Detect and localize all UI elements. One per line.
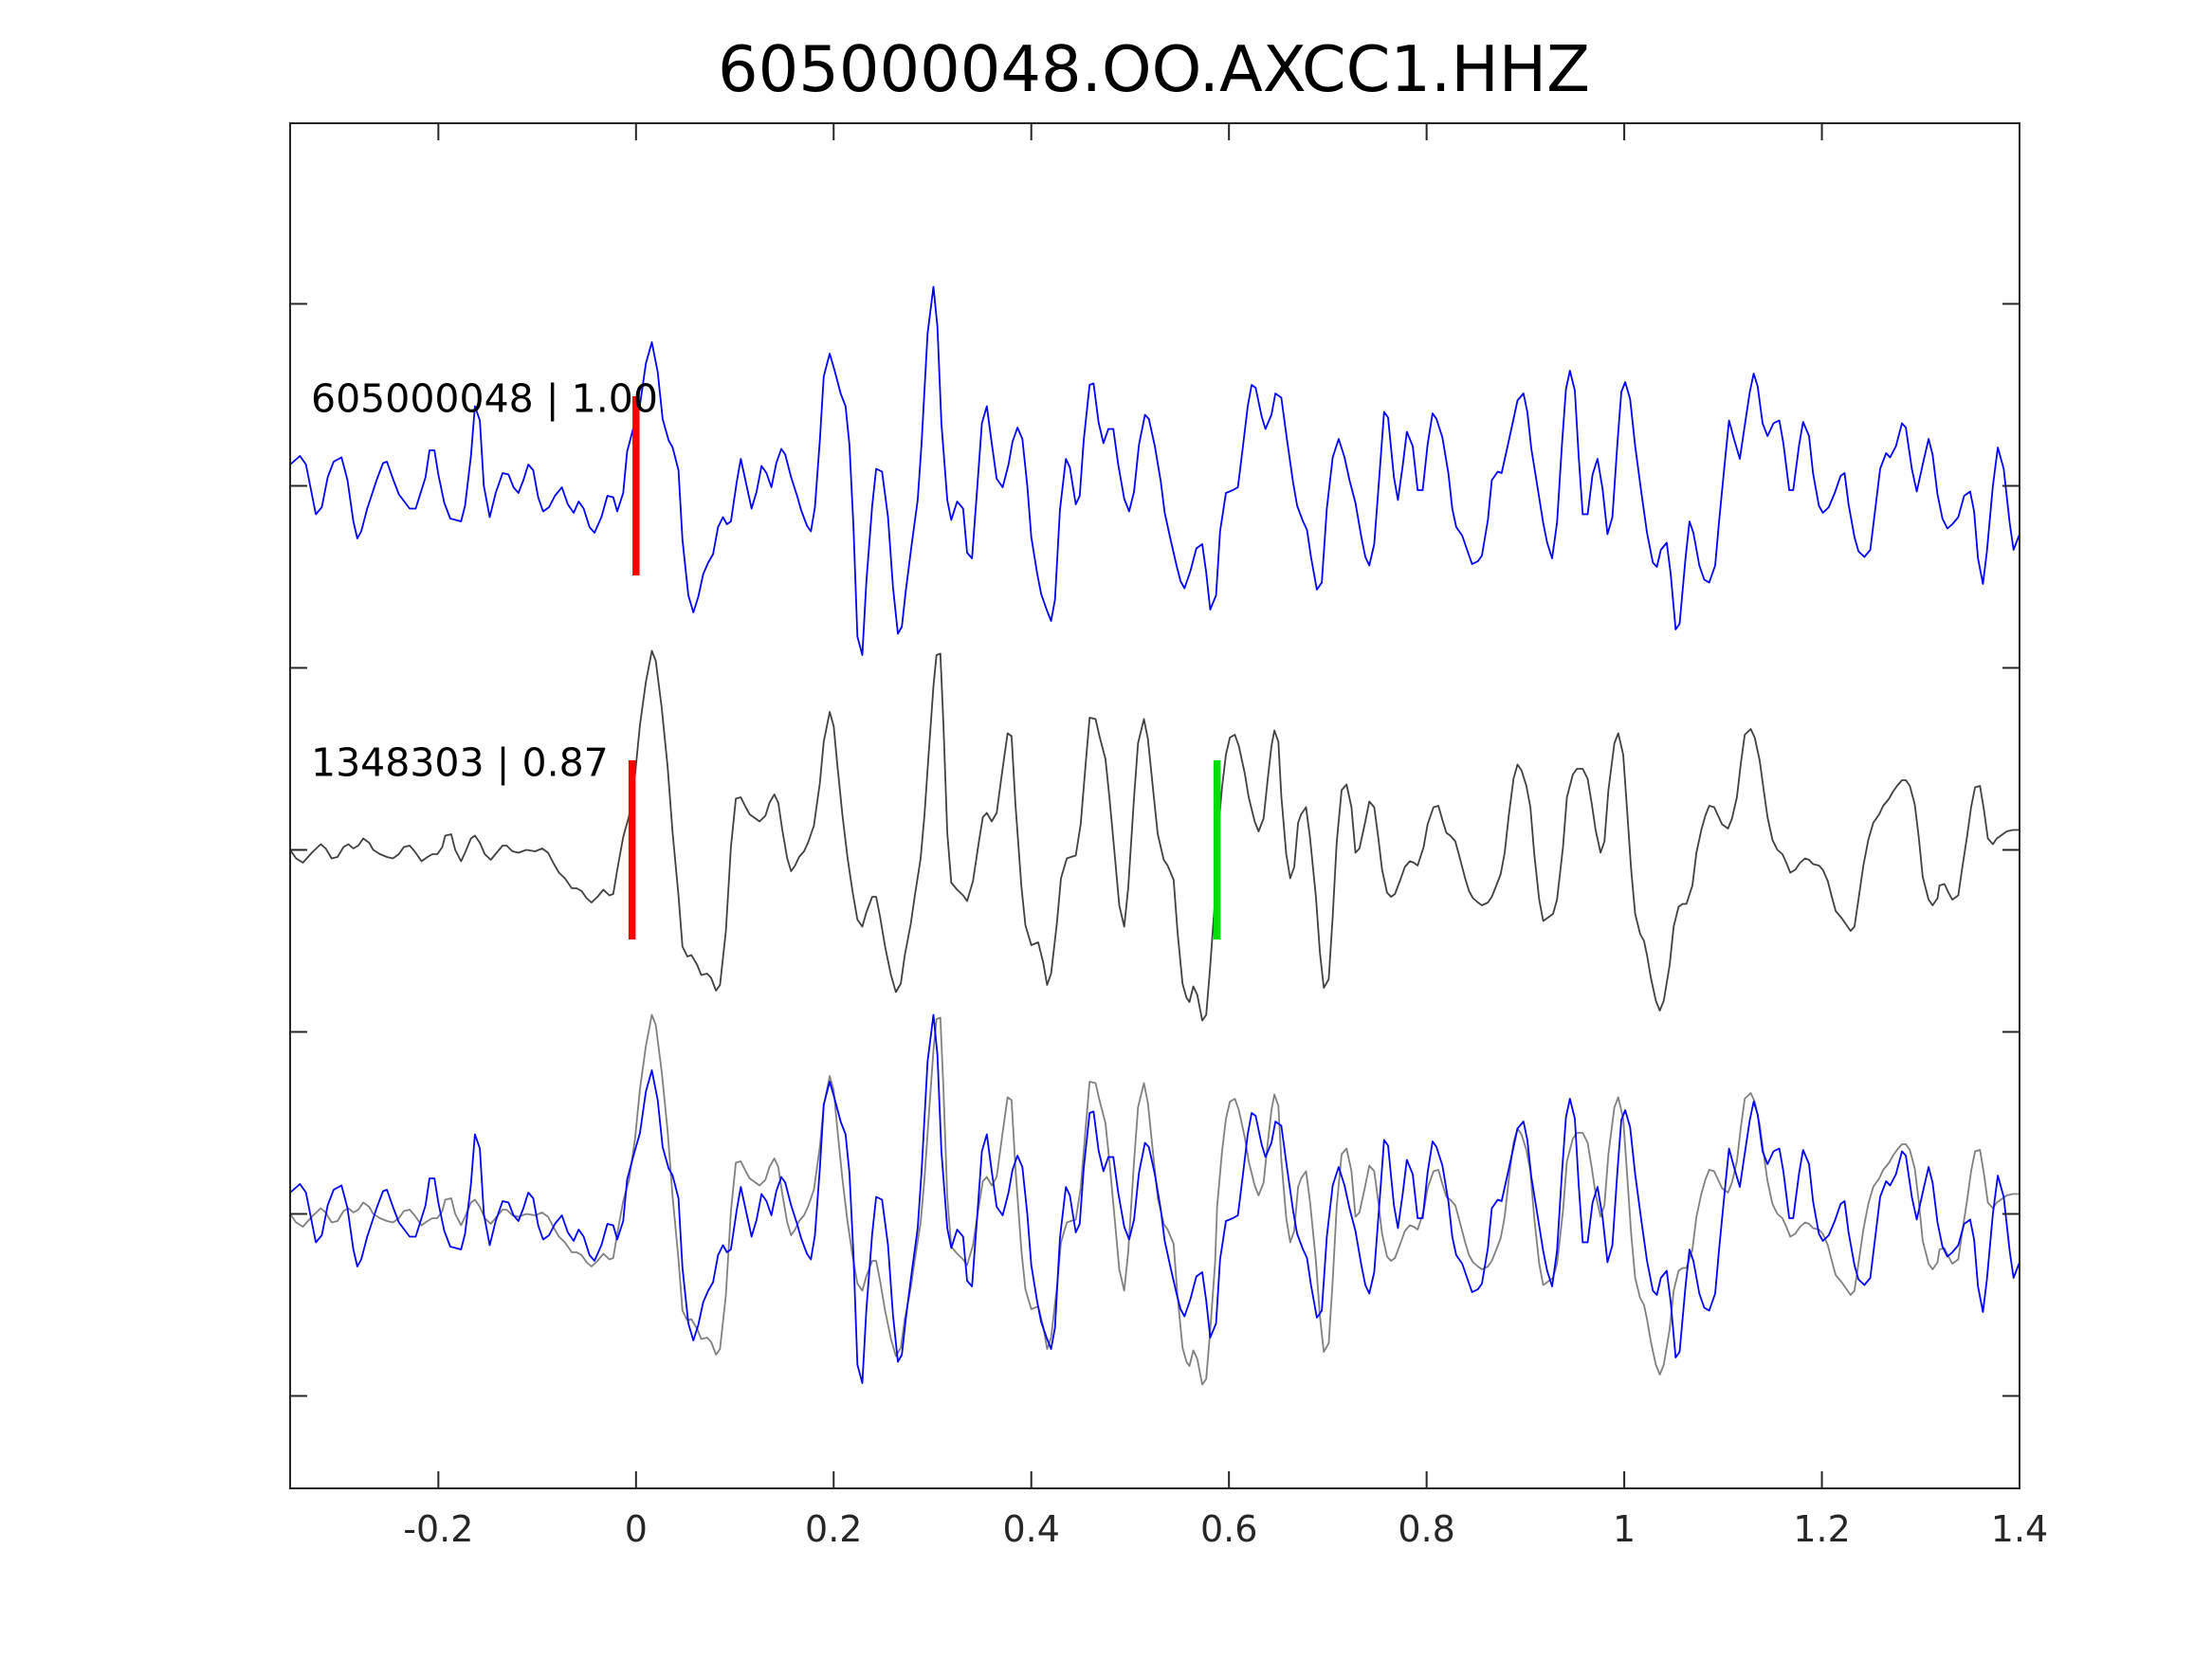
plot-area: 605000048 | 1.00 1348303 | 0.87 -0.2 0 0.2 0.… [289, 122, 2048, 1550]
overlay-trace-template-605000048-line [289, 1013, 2020, 1384]
x-tick-label: 0.2 [805, 1508, 862, 1550]
x-tick-label: 1 [1613, 1508, 1636, 1550]
x-tick-label: 0.4 [1002, 1508, 1059, 1550]
trace-label: 605000048 | 1.00 [311, 376, 658, 422]
x-tick-label: -0.2 [403, 1508, 473, 1550]
axes-frame [289, 122, 2020, 1489]
x-tick-label: 0 [625, 1508, 648, 1550]
template-trace-template-605000048-line [289, 285, 2020, 656]
x-tick-label: 1.4 [1991, 1508, 2048, 1550]
x-tick-label: 0.6 [1200, 1508, 1257, 1550]
trace-label: 1348303 | 0.87 [311, 740, 609, 786]
chart-title: 605000048.OO.AXCC1.HHZ [718, 32, 1590, 106]
x-tick-label: 0.8 [1398, 1508, 1454, 1550]
x-tick-label: 1.2 [1793, 1508, 1850, 1550]
